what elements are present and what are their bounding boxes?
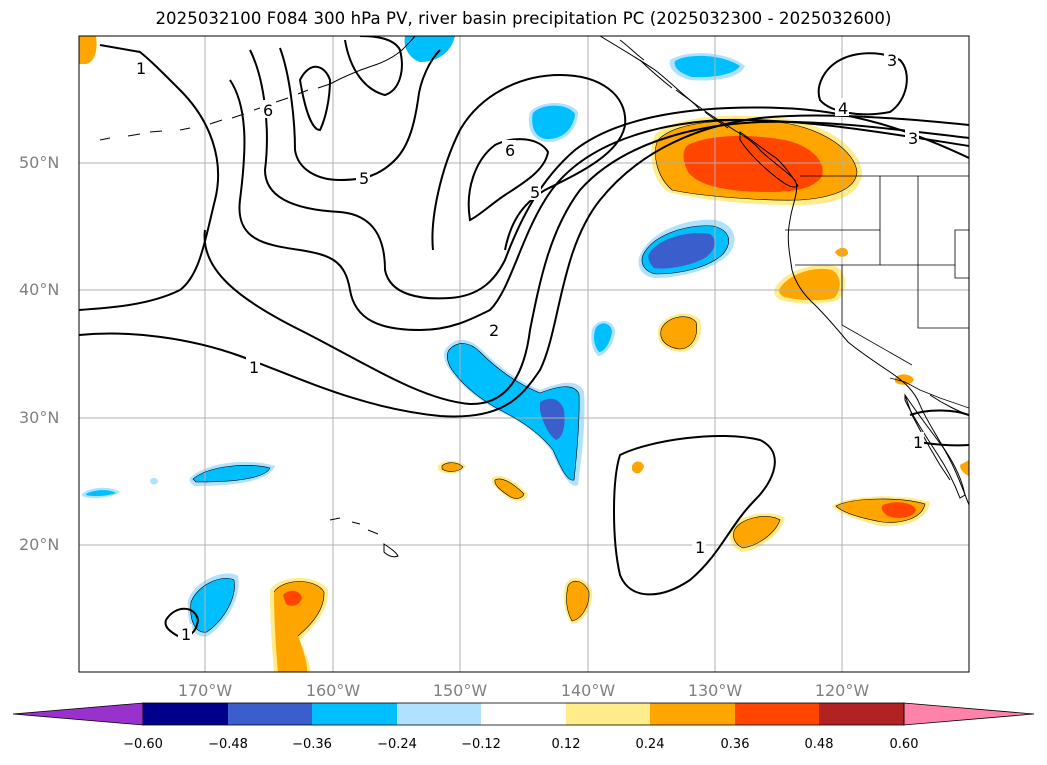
shade-pnw-red xyxy=(683,135,823,192)
border-states-3 xyxy=(841,265,913,366)
pv-contour-6b xyxy=(298,65,332,132)
shade-blue-band-dark xyxy=(540,398,565,440)
lon-label: 140°W xyxy=(560,681,616,700)
pv-contour-4 xyxy=(249,49,969,300)
borders xyxy=(785,175,969,409)
blob-outlines xyxy=(190,120,926,637)
pv-contours xyxy=(79,36,969,638)
colorbar-tick-label: 0.12 xyxy=(551,737,581,752)
plot-frame xyxy=(78,35,970,673)
colorbar-segment xyxy=(735,703,819,725)
shade-offshore-dark xyxy=(648,232,715,269)
coast-vancouver-island xyxy=(739,131,799,188)
colorbar-tick-label: 0.48 xyxy=(804,737,834,752)
pv-contour-2 xyxy=(203,120,969,406)
contour-label: 3 xyxy=(887,51,897,70)
pv-contour-1-south xyxy=(79,114,969,418)
colorbar-extend-right xyxy=(903,702,1035,726)
shade-orange-h xyxy=(960,460,969,476)
contour-label: 2 xyxy=(489,321,499,340)
colorbar-tick-label: −0.60 xyxy=(123,737,163,752)
lon-label: 160°W xyxy=(305,681,361,700)
shade-blue-north-b xyxy=(532,105,575,139)
contour-label: 1 xyxy=(136,59,146,78)
shade-orange-b-b xyxy=(494,478,524,499)
contour-label: 4 xyxy=(838,99,848,118)
colorbar-segment xyxy=(650,703,735,725)
shade-blue-band-mid xyxy=(447,343,580,481)
contour-label: 3 xyxy=(908,129,918,148)
shade-blue-small-b xyxy=(594,323,612,352)
shade-blue-alaska-b xyxy=(674,55,740,78)
colorbar-segment xyxy=(397,703,481,725)
colorbar-segment xyxy=(481,703,566,725)
colorbar-extend-left xyxy=(12,702,144,726)
colorbar-tick-label: 0.60 xyxy=(889,737,919,752)
contour-label: 1 xyxy=(249,358,259,377)
coast-gulf-california xyxy=(904,394,951,481)
border-us-mexico xyxy=(889,377,969,409)
colorbar xyxy=(12,702,1035,726)
coast-hawaii xyxy=(329,517,399,558)
pv-contour-3 xyxy=(229,79,969,332)
border-states-5 xyxy=(880,229,969,266)
shade-blue-top xyxy=(404,36,455,62)
pv-contour-1-east xyxy=(613,435,776,596)
shade-orange-a-b xyxy=(442,462,463,472)
contour-label: 5 xyxy=(359,169,369,188)
colorbar-segment xyxy=(228,703,312,725)
colorbar-tick-label: −0.12 xyxy=(461,737,501,752)
pv-contour-3-east xyxy=(817,52,908,116)
shade-orange-e-b xyxy=(733,516,780,548)
coast-alaska-pen xyxy=(329,36,416,85)
colorbar-tick-label: −0.36 xyxy=(292,737,332,752)
map-gridlines xyxy=(79,36,969,672)
contour-label: 6 xyxy=(505,141,515,160)
colorbar-tick-label: 0.36 xyxy=(720,737,750,752)
shade-orange-d-b xyxy=(566,581,590,621)
colorbar-segment xyxy=(312,703,397,725)
colorbar-segment xyxy=(566,703,650,725)
coast-alaska-islands xyxy=(619,39,729,129)
colorbar-tick-label: 0.24 xyxy=(635,737,665,752)
shade-orange-g xyxy=(895,374,914,385)
map-plot-area: 1 1 1 1 1 2 3 3 4 5 5 6 6 xyxy=(79,36,969,672)
shade-red-sw xyxy=(283,590,302,606)
contour-label: 1 xyxy=(181,625,191,644)
shade-orange-small-1b xyxy=(660,316,697,349)
colorbar-segment xyxy=(819,703,904,725)
pv-contour-6 xyxy=(467,138,550,222)
shade-blue-dateline-b xyxy=(86,490,116,497)
coastlines xyxy=(99,36,969,558)
lat-label: 30°N xyxy=(19,408,60,427)
colorbar-tick-label: −0.24 xyxy=(377,737,417,752)
lat-label: 40°N xyxy=(19,280,60,299)
lon-label: 150°W xyxy=(432,681,488,700)
contour-label: 1 xyxy=(695,538,705,557)
lat-label: 20°N xyxy=(19,535,60,554)
lon-label: 170°W xyxy=(177,681,233,700)
pv-contour-5b xyxy=(431,73,627,251)
shade-blue-tiny xyxy=(150,477,158,485)
shade-orange-c xyxy=(632,461,644,474)
contour-label: 5 xyxy=(530,183,540,202)
colorbar-segment xyxy=(143,703,228,725)
shade-red-f xyxy=(881,502,916,518)
lon-label: 120°W xyxy=(814,681,870,700)
border-states-6 xyxy=(954,265,969,279)
contour-label-group: 1 1 1 1 1 2 3 3 4 5 5 6 6 xyxy=(132,50,924,644)
lon-label: 130°W xyxy=(687,681,743,700)
contour-label: 6 xyxy=(263,101,273,120)
colorbar-tick-label: −0.48 xyxy=(208,737,248,752)
contour-label: 1 xyxy=(913,433,923,452)
border-states-4 xyxy=(917,176,969,329)
shade-orange-corner xyxy=(79,36,97,64)
pv-contour-6c xyxy=(344,36,403,97)
coast-baja xyxy=(904,393,966,499)
pv-contour-1-north xyxy=(79,44,219,311)
lat-label: 50°N xyxy=(19,153,60,172)
shade-blue-sw-b xyxy=(190,578,235,633)
map-title: 2025032100 F084 300 hPa PV, river basin … xyxy=(155,9,892,28)
